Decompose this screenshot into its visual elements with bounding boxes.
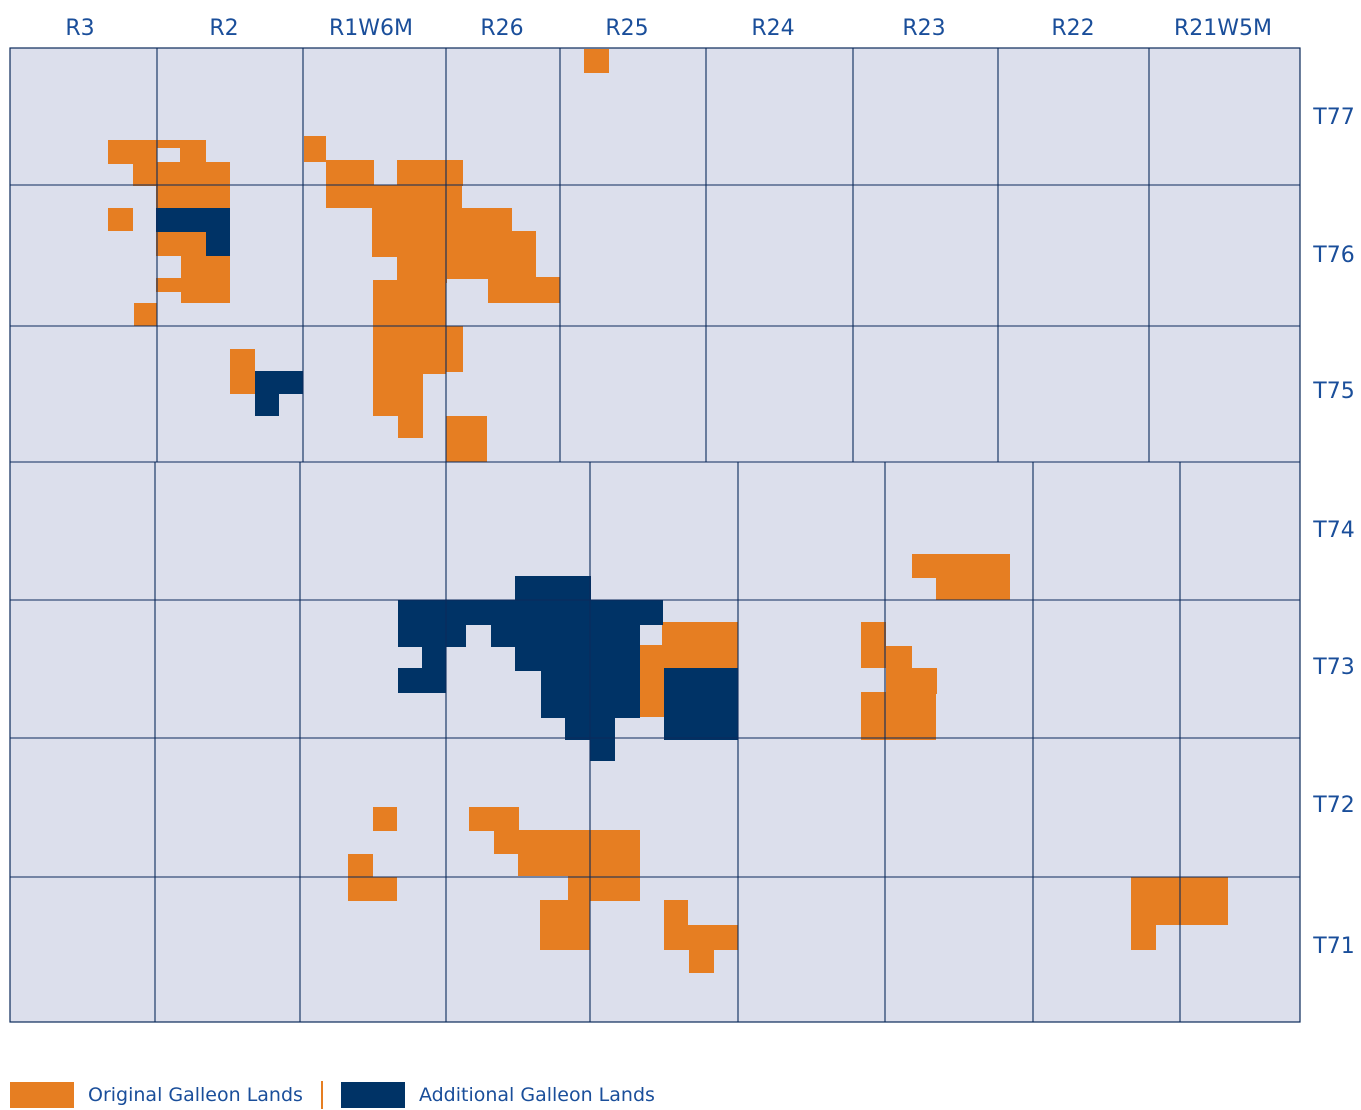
additional-galleon-lands xyxy=(156,208,738,761)
range-label-r21w5m: R21W5M xyxy=(1174,16,1272,41)
township-label-t77: T77 xyxy=(1312,105,1354,130)
township-label-t73: T73 xyxy=(1312,655,1354,680)
map-legend: Original Galleon Lands Additional Galleo… xyxy=(10,1080,655,1110)
range-labels: R3 R2 R1W6M R26 R25 R24 R23 R22 R21W5M xyxy=(65,16,1272,41)
legend-separator xyxy=(320,1081,323,1109)
township-labels: T77 T76 T75 T74 T73 T72 T71 xyxy=(1312,105,1354,959)
range-label-r3: R3 xyxy=(65,16,94,41)
township-label-t72: T72 xyxy=(1312,793,1354,818)
legend-label-additional: Additional Galleon Lands xyxy=(418,1084,655,1106)
township-label-t75: T75 xyxy=(1312,379,1354,404)
range-label-r24: R24 xyxy=(751,16,794,41)
township-label-t74: T74 xyxy=(1312,518,1354,543)
original-galleon-lands xyxy=(108,49,1228,973)
range-label-r2: R2 xyxy=(209,16,238,41)
galleon-lands-map: R3 R2 R1W6M R26 R25 R24 R23 R22 R21W5M T… xyxy=(9,16,1355,1023)
range-label-r22: R22 xyxy=(1051,16,1094,41)
legend-label-original: Original Galleon Lands xyxy=(88,1084,303,1106)
township-label-t71: T71 xyxy=(1312,934,1354,959)
range-label-r25: R25 xyxy=(605,16,648,41)
range-label-r26: R26 xyxy=(480,16,523,41)
township-label-t76: T76 xyxy=(1312,243,1354,268)
original-lands-swatch xyxy=(10,1082,74,1108)
range-label-r1w6m: R1W6M xyxy=(329,16,413,41)
additional-lands-swatch xyxy=(340,1082,405,1108)
survey-grid xyxy=(10,48,1300,1022)
range-label-r23: R23 xyxy=(902,16,945,41)
